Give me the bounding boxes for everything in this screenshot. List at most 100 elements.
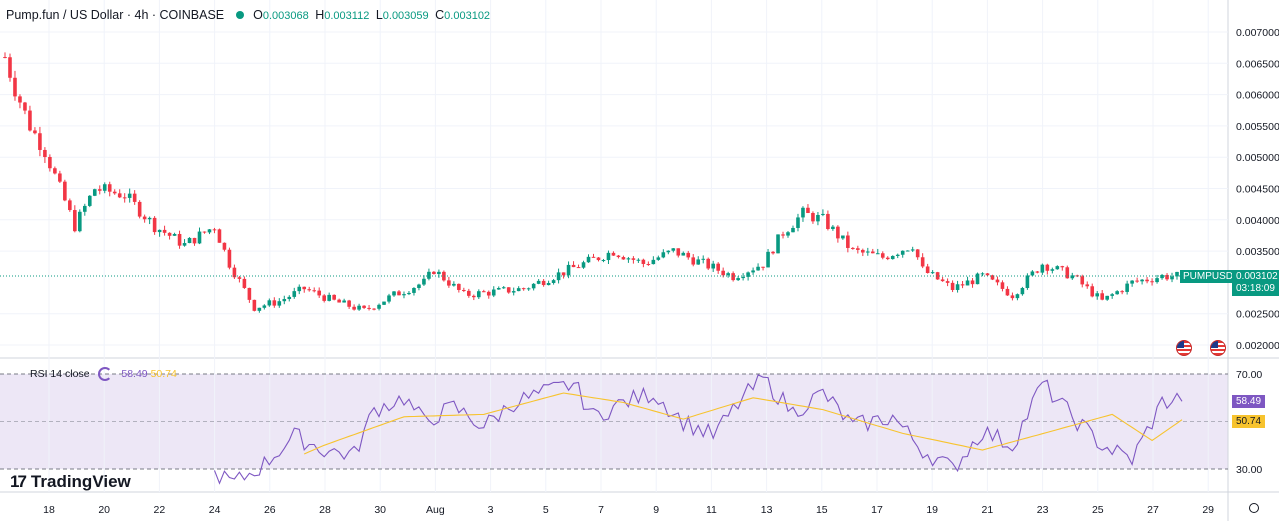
candle-body	[611, 252, 616, 256]
candle-body	[73, 210, 77, 232]
candle-body	[601, 260, 606, 262]
candle-body	[18, 96, 22, 103]
rsi-ma-legend-value: 50.74	[150, 367, 177, 380]
candle-body	[447, 280, 451, 286]
candle-body	[496, 288, 501, 290]
candle-body	[791, 227, 795, 233]
candle-body	[142, 216, 147, 220]
candle-body	[257, 307, 262, 311]
candle-body	[1045, 264, 1050, 271]
candle-body	[372, 308, 376, 310]
candle-body	[282, 299, 287, 302]
candle-body	[382, 301, 386, 305]
candle-body	[357, 305, 361, 310]
candle-body	[975, 273, 980, 285]
price-tick-label: 0.002000	[1236, 340, 1279, 352]
candle-body	[566, 264, 571, 276]
candle-body	[1090, 286, 1095, 297]
candle-body	[1110, 294, 1114, 296]
candle-body	[302, 286, 307, 290]
price-tick-label: 0.004000	[1236, 215, 1279, 227]
candle-body	[242, 278, 247, 288]
open-label: O	[253, 8, 263, 22]
low-label: L	[375, 8, 383, 22]
candle-body	[516, 288, 521, 292]
time-tick-label: 5	[543, 504, 549, 516]
time-tick-label: 28	[319, 504, 331, 516]
candle-body	[875, 253, 880, 255]
time-tick-label: 20	[98, 504, 110, 516]
candle-body	[491, 289, 496, 296]
candle-body	[297, 286, 302, 292]
candle-body	[58, 173, 62, 182]
rsi-ma-line	[303, 392, 1183, 455]
candle-body	[467, 290, 471, 296]
candle-body	[900, 250, 905, 255]
candle-body	[13, 77, 17, 97]
candle-body	[1115, 291, 1119, 295]
time-tick-label: 17	[871, 504, 883, 516]
rsi-legend-value: 58.49	[121, 367, 148, 380]
us-flag-icon[interactable]	[1176, 340, 1192, 356]
candle-body	[501, 287, 506, 289]
candle-body	[816, 214, 820, 222]
candle-body	[307, 289, 312, 291]
candle-body	[327, 294, 331, 301]
close-value: 0.003102	[444, 10, 491, 22]
candle-body	[78, 211, 82, 232]
symbol-title[interactable]: Pump.fun / US Dollar · 4h · COINBASE	[6, 8, 225, 22]
candle-body	[1080, 276, 1085, 285]
time-tick-label: 30	[374, 504, 386, 516]
candle-body	[721, 270, 725, 276]
candle-body	[177, 233, 182, 246]
candle-body	[1030, 271, 1035, 276]
time-tick-label: 29	[1202, 504, 1214, 516]
rsi-tick-label: 70.00	[1236, 369, 1262, 381]
tradingview-logo[interactable]: 17 TradingView	[10, 472, 131, 492]
candle-body	[232, 267, 237, 278]
candle-body	[651, 259, 656, 265]
candle-body	[1010, 295, 1015, 299]
close-label: C	[435, 8, 445, 22]
rsi-tick-label: 30.00	[1236, 464, 1262, 476]
candle-body	[182, 243, 187, 246]
candle-body	[33, 130, 37, 134]
candle-body	[621, 257, 626, 260]
candle-body	[980, 273, 985, 275]
candle-body	[412, 287, 416, 293]
candle-body	[960, 284, 965, 286]
candle-body	[526, 288, 531, 290]
market-open-icon	[235, 10, 244, 19]
refresh-icon[interactable]	[98, 367, 113, 381]
candle-body	[686, 252, 691, 258]
price-tick-label: 0.004500	[1236, 184, 1279, 196]
candle-body	[1050, 269, 1055, 271]
rsi-legend[interactable]: RSI 14 close 58.49 50.74	[30, 367, 177, 381]
candle-body	[930, 272, 935, 274]
candle-body	[511, 291, 516, 293]
candle-body	[3, 57, 7, 59]
candle-body	[1035, 271, 1040, 273]
candle-body	[267, 300, 272, 306]
candle-body	[63, 181, 67, 201]
candle-body	[8, 57, 12, 78]
candle-body	[806, 207, 810, 213]
candle-body	[726, 273, 730, 276]
candle-body	[890, 255, 895, 260]
candle-body	[885, 257, 890, 260]
candle-body	[53, 168, 57, 174]
candle-body	[546, 282, 551, 286]
candle-body	[846, 235, 850, 248]
candle-body	[332, 294, 336, 300]
bar-countdown: 03:18:09	[1236, 283, 1275, 294]
candle-body	[851, 247, 855, 249]
us-flag-icon[interactable]	[1210, 340, 1226, 356]
candle-body	[387, 295, 391, 302]
candle-body	[117, 193, 122, 198]
candle-body	[1125, 283, 1129, 292]
candle-body	[322, 295, 326, 301]
candle-body	[776, 234, 780, 254]
rsi-line	[213, 374, 1183, 485]
candle-body	[796, 217, 800, 228]
